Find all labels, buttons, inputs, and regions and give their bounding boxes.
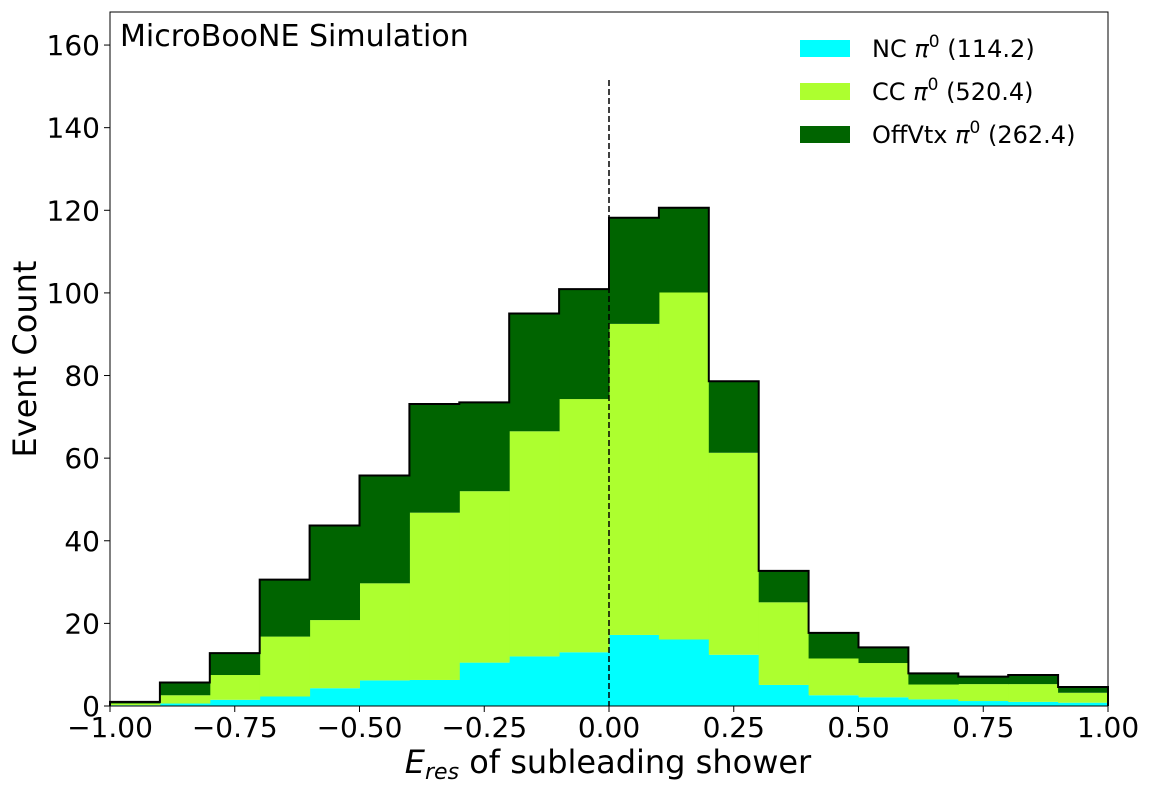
cc-bar xyxy=(459,491,510,663)
x-axis-label-var: E xyxy=(405,743,426,781)
x-tick-label: 0.75 xyxy=(952,711,1014,744)
offvtx-bar xyxy=(1058,686,1109,693)
cc-bar xyxy=(209,675,261,700)
offvtx-bar xyxy=(958,676,1009,685)
offvtx-bar xyxy=(409,404,460,513)
cc-bar xyxy=(658,292,710,640)
nc-legend-label: NC π0 (114.2) xyxy=(872,32,1035,63)
offvtx-legend-swatch xyxy=(800,126,850,143)
cc-bar xyxy=(708,452,760,655)
y-tick-label: 40 xyxy=(64,525,100,558)
y-tick-label: 140 xyxy=(47,112,100,145)
offvtx-bar xyxy=(758,570,810,603)
nc-bar xyxy=(1058,702,1109,706)
offvtx-bar xyxy=(359,475,410,584)
nc-bar xyxy=(209,699,261,706)
cc-legend-label: CC π0 (520.4) xyxy=(872,75,1034,106)
cc-bar xyxy=(409,512,460,680)
cc-bar xyxy=(1058,692,1109,703)
nc-series xyxy=(110,634,1109,706)
cc-bar xyxy=(359,583,410,681)
cc-bar xyxy=(758,602,810,685)
offvtx-bar xyxy=(209,653,261,676)
y-axis-label: Event Count xyxy=(6,261,44,458)
x-tick-label: −0.25 xyxy=(441,711,527,744)
cc-bar xyxy=(509,431,560,657)
offvtx-bar xyxy=(609,217,660,324)
offvtx-bar xyxy=(509,313,560,432)
x-tick-label: 0.25 xyxy=(703,711,765,744)
x-tick-label: 0.00 xyxy=(578,711,640,744)
cc-legend-swatch xyxy=(800,83,850,100)
nc-bar xyxy=(309,688,360,706)
nc-bar xyxy=(559,652,610,706)
x-axis-ticks: −1.00 −0.75 −0.50 −0.25 0.00 0.25 0.50 0.75 1.00 xyxy=(67,706,1139,744)
nc-bar xyxy=(409,679,460,706)
offvtx-bar xyxy=(309,525,360,621)
offvtx-bar xyxy=(259,579,311,637)
nc-bar xyxy=(609,634,660,706)
offvtx-bar xyxy=(858,647,909,664)
offvtx-bar xyxy=(658,207,710,293)
x-axis-label-rest: of subleading shower xyxy=(459,743,812,781)
offvtx-bar xyxy=(159,682,211,696)
offvtx-bar xyxy=(1008,675,1059,685)
x-axis-label-sub: res xyxy=(425,760,459,785)
y-tick-label: 80 xyxy=(64,360,100,393)
legend: NC π0 (114.2) CC π0 (520.4) OffVtx π0 (262… xyxy=(800,32,1075,149)
y-tick-label: 20 xyxy=(64,607,100,640)
cc-bar xyxy=(259,636,311,697)
y-axis-ticks: 0 20 40 60 80 100 120 140 160 xyxy=(47,29,110,723)
nc-bar xyxy=(758,684,810,706)
x-tick-label: −1.00 xyxy=(67,711,153,744)
cc-bar xyxy=(609,323,660,635)
offvtx-bar xyxy=(908,673,959,685)
cc-bar xyxy=(858,663,909,698)
y-tick-label: 120 xyxy=(47,194,100,227)
y-tick-label: 60 xyxy=(64,442,100,475)
cc-bar xyxy=(908,684,959,700)
cc-series xyxy=(110,292,1109,706)
y-tick-label: 100 xyxy=(47,277,100,310)
chart-annotation: MicroBooNE Simulation xyxy=(120,19,469,54)
offvtx-bar xyxy=(808,632,859,659)
nc-bar xyxy=(708,654,760,706)
nc-bar xyxy=(858,697,909,706)
nc-bar xyxy=(958,701,1009,706)
cc-bar xyxy=(309,620,360,689)
nc-bar xyxy=(808,695,859,706)
offvtx-series xyxy=(110,207,1109,704)
x-tick-label: −0.50 xyxy=(317,711,403,744)
x-axis-label: Eres of subleading shower xyxy=(405,743,812,785)
nc-bar xyxy=(159,703,211,706)
nc-bar xyxy=(359,680,410,706)
cc-bar xyxy=(110,703,161,706)
cc-bar xyxy=(1008,684,1059,702)
cc-bar xyxy=(958,684,1009,702)
offvtx-bar xyxy=(708,381,760,453)
nc-bar xyxy=(908,699,959,706)
cc-bar xyxy=(159,695,211,704)
nc-bar xyxy=(1008,701,1059,706)
y-tick-label: 160 xyxy=(47,29,100,62)
cc-bar xyxy=(808,658,859,696)
plot-area xyxy=(109,80,1109,706)
x-tick-label: −0.75 xyxy=(192,711,278,744)
offvtx-legend-label: OffVtx π0 (262.4) xyxy=(872,118,1075,149)
x-tick-label: 0.50 xyxy=(827,711,889,744)
offvtx-bar xyxy=(559,289,610,400)
nc-legend-swatch xyxy=(800,40,850,57)
y-tick-label: 0 xyxy=(82,690,100,723)
nc-bar xyxy=(509,656,560,706)
nc-bar xyxy=(259,696,311,706)
cc-bar xyxy=(559,399,610,653)
nc-bar xyxy=(459,662,510,706)
nc-bar xyxy=(658,639,710,706)
x-tick-label: 1.00 xyxy=(1077,711,1139,744)
offvtx-bar xyxy=(459,402,510,492)
